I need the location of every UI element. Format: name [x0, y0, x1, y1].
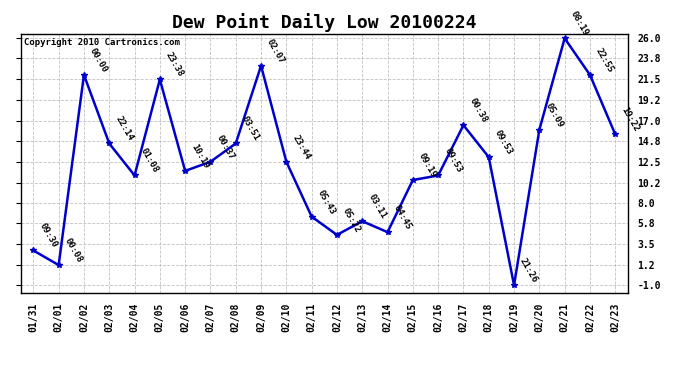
- Text: 23:44: 23:44: [290, 133, 312, 161]
- Title: Dew Point Daily Low 20100224: Dew Point Daily Low 20100224: [172, 13, 477, 32]
- Text: 04:45: 04:45: [392, 204, 413, 231]
- Text: 05:09: 05:09: [544, 101, 564, 129]
- Text: 00:08: 00:08: [63, 237, 84, 264]
- Text: 09:53: 09:53: [442, 147, 464, 175]
- Text: 01:08: 01:08: [139, 147, 160, 175]
- Text: 10:19: 10:19: [189, 142, 210, 170]
- Text: 22:55: 22:55: [594, 46, 615, 74]
- Text: 08:19: 08:19: [569, 10, 590, 38]
- Text: 22:14: 22:14: [113, 115, 135, 143]
- Text: 09:53: 09:53: [493, 129, 514, 156]
- Text: 05:22: 05:22: [341, 206, 362, 234]
- Text: 05:43: 05:43: [316, 188, 337, 216]
- Text: 00:37: 00:37: [215, 133, 236, 161]
- Text: 02:07: 02:07: [265, 37, 286, 65]
- Text: 03:51: 03:51: [240, 115, 261, 143]
- Text: 00:00: 00:00: [88, 46, 109, 74]
- Text: Copyright 2010 Cartronics.com: Copyright 2010 Cartronics.com: [23, 38, 179, 46]
- Text: 09:19: 09:19: [417, 152, 438, 179]
- Text: 19:22: 19:22: [620, 106, 640, 134]
- Text: 23:38: 23:38: [164, 51, 185, 79]
- Text: 00:38: 00:38: [468, 97, 489, 124]
- Text: 09:30: 09:30: [37, 222, 59, 250]
- Text: 21:26: 21:26: [518, 256, 540, 284]
- Text: 03:11: 03:11: [366, 193, 388, 220]
